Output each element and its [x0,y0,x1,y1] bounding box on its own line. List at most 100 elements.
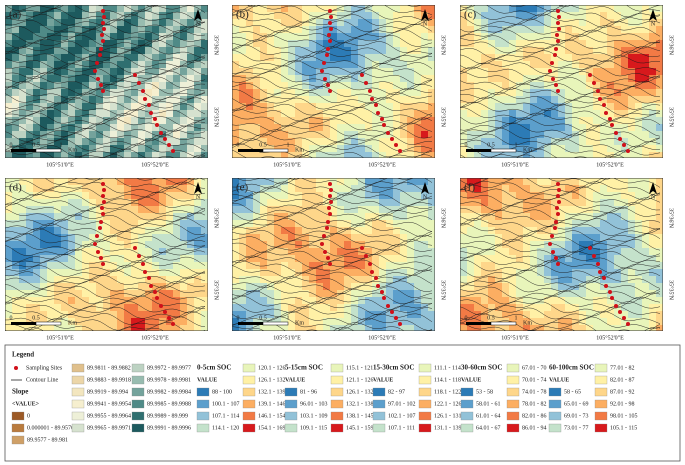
raster-cell [166,276,174,284]
raster-cell [372,290,380,298]
raster-cell [330,96,338,104]
raster-cell [544,192,552,200]
raster-cell [379,61,387,69]
raster-cell [110,255,118,263]
raster-cell [75,248,83,256]
raster-cell [509,276,517,284]
raster-cell [302,82,310,90]
raster-cell [131,54,139,62]
raster-cell [428,248,435,256]
raster-cell [628,220,636,228]
raster-cell [246,33,254,41]
raster-cell [467,33,475,41]
raster-cell [635,269,643,277]
raster-cell [131,283,139,291]
raster-cell [586,54,594,62]
sampling-site [551,250,555,254]
legend-swatch [131,423,145,433]
raster-cell [260,40,268,48]
raster-cell [194,192,202,200]
raster-cell [351,61,359,69]
legend-class: 88 - 100 [212,389,232,395]
raster-cell [379,54,387,62]
contour-line [5,259,206,274]
raster-cell [316,152,324,158]
raster-cell [187,131,195,139]
contour-line [460,161,660,175]
contour-line [232,133,433,148]
raster-cell [82,234,90,242]
raster-cell [400,54,408,62]
sampling-site [93,242,97,246]
raster-cell [365,75,373,83]
raster-cell [414,12,422,20]
raster-cell [481,54,489,62]
raster-cell [40,241,48,249]
raster-cell [19,54,27,62]
raster-cell [239,5,247,13]
contour-line [232,91,433,106]
raster-cell [117,227,125,235]
raster-cell [138,276,146,284]
legend-slope-title: Slope [12,388,28,396]
raster-cell [635,40,643,48]
raster-cell [558,75,566,83]
contour-line [460,269,661,284]
raster-cell [239,54,247,62]
raster-cell [33,103,41,111]
raster-cell [386,178,394,186]
raster-cell [89,124,97,132]
raster-cell [103,131,111,139]
raster-cell [145,269,153,277]
raster-cell [267,234,275,242]
raster-cell [467,185,475,193]
raster-cell [89,110,97,118]
raster-cell [19,117,27,125]
raster-cell [586,89,594,97]
raster-cell [407,185,415,193]
raster-cell [323,262,331,270]
raster-cell [12,145,20,153]
raster-cell [232,325,240,331]
raster-cell [47,40,55,48]
raster-cell [110,5,118,13]
raster-cell [274,290,282,298]
raster-cell [558,26,566,34]
contour-line [232,112,433,127]
raster-cell [26,234,34,242]
raster-cell [180,96,188,104]
contour-line [5,332,205,346]
raster-cell [537,96,545,104]
raster-cell [68,82,76,90]
raster-cell [75,255,83,263]
legend-class: 139.1 - 146 [258,401,286,407]
contour-line [5,160,205,174]
raster-cell [110,82,118,90]
raster-cell [530,61,538,69]
raster-cell [386,262,394,270]
raster-cell [124,318,132,326]
raster-cell [96,283,104,291]
raster-cell [159,297,167,305]
raster-cell [502,124,510,132]
raster-cell [537,262,545,270]
raster-cell [145,199,153,207]
raster-cell [232,103,240,111]
raster-cell [407,54,415,62]
legend-swatch [506,363,520,373]
contour-line [5,306,206,321]
raster-cell [544,75,552,83]
raster-cell [26,131,34,139]
raster-cell [495,290,503,298]
legend-swatch [131,387,145,397]
raster-cell [159,54,167,62]
raster-cell [467,234,475,242]
raster-cell [316,220,324,228]
raster-cell [600,131,608,139]
raster-cell [201,47,208,55]
raster-cell [628,68,636,76]
raster-cell [502,61,510,69]
raster-cell [316,40,324,48]
raster-cell [600,283,608,291]
raster-cell [138,269,146,277]
